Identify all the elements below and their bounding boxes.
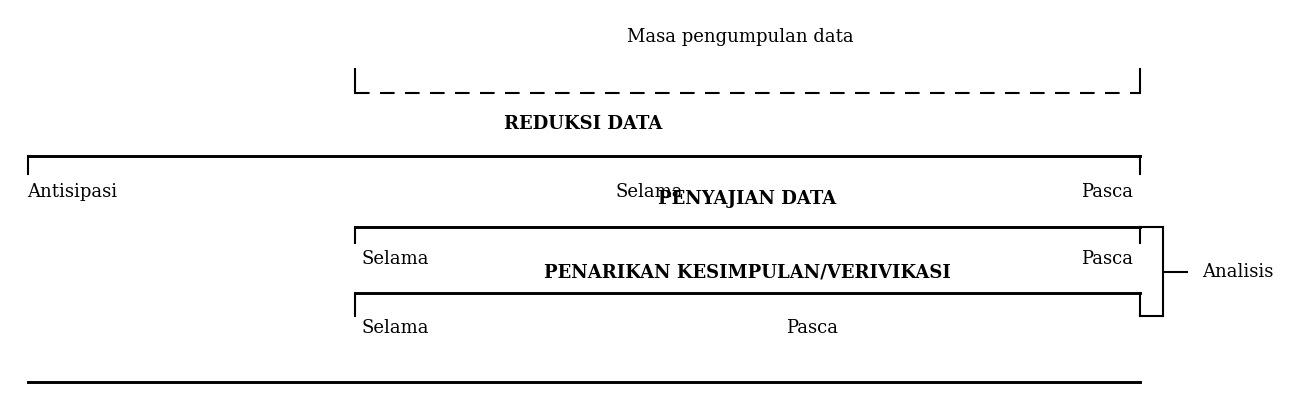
Text: Pasca: Pasca — [787, 319, 838, 337]
Text: Selama: Selama — [361, 250, 429, 268]
Text: PENARIKAN KESIMPULAN/VERIVIKASI: PENARIKAN KESIMPULAN/VERIVIKASI — [544, 264, 950, 282]
Text: REDUKSI DATA: REDUKSI DATA — [505, 115, 663, 133]
Text: Pasca: Pasca — [1082, 183, 1133, 201]
Text: Pasca: Pasca — [1082, 250, 1133, 268]
Text: Antisipasi: Antisipasi — [28, 183, 118, 201]
Text: Selama: Selama — [361, 319, 429, 337]
Text: Selama: Selama — [615, 183, 683, 201]
Text: Masa pengumpulan data: Masa pengumpulan data — [627, 28, 853, 46]
Text: PENYAJIAN DATA: PENYAJIAN DATA — [658, 190, 836, 209]
Text: Analisis: Analisis — [1202, 263, 1274, 281]
